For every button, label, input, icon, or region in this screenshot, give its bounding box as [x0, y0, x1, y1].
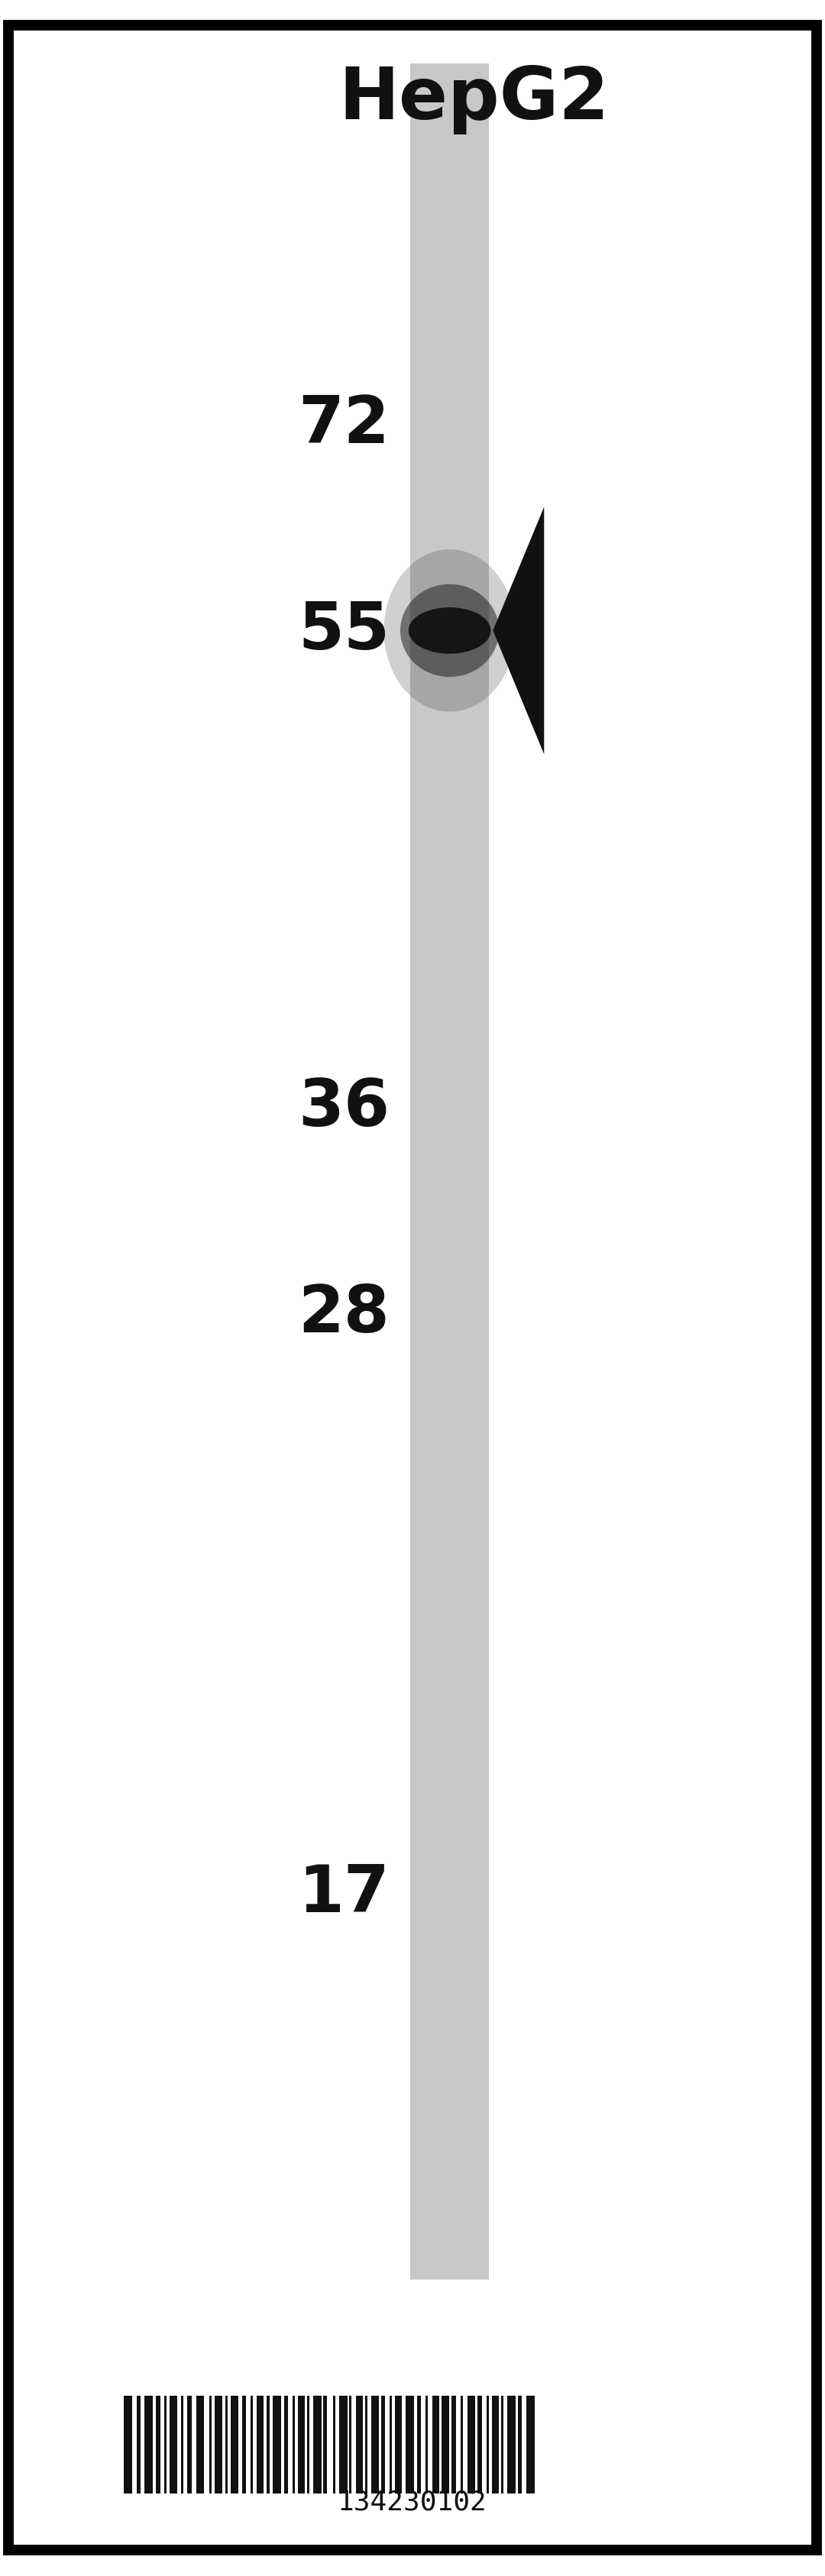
Bar [526, 2396, 535, 2494]
Bar [181, 2396, 183, 2494]
Bar [349, 2396, 351, 2494]
Polygon shape [493, 507, 544, 755]
Bar [332, 2396, 335, 2494]
Bar [144, 2396, 153, 2494]
Text: 134230102: 134230102 [337, 2488, 488, 2514]
Text: 17: 17 [299, 1862, 390, 1924]
Bar [411, 64, 489, 2280]
Bar [156, 2396, 160, 2494]
Bar [389, 2396, 392, 2494]
Bar [365, 2396, 367, 2494]
Bar [478, 2396, 482, 2494]
Bar [323, 2396, 327, 2494]
Bar [493, 2396, 499, 2494]
Bar [251, 2396, 253, 2494]
Bar [164, 2396, 167, 2494]
Bar [257, 2396, 263, 2494]
Bar [432, 2396, 439, 2494]
Ellipse shape [408, 608, 491, 654]
Bar [406, 2396, 413, 2494]
Bar [417, 2396, 422, 2494]
Text: 72: 72 [299, 394, 390, 456]
Bar [425, 2396, 427, 2494]
Bar [313, 2396, 321, 2494]
Bar [339, 2396, 347, 2494]
Bar [124, 2396, 132, 2494]
Bar [487, 2396, 488, 2494]
Bar [507, 2396, 516, 2494]
Text: 55: 55 [298, 600, 390, 662]
Bar [517, 2396, 521, 2494]
Bar [136, 2396, 140, 2494]
Bar [285, 2396, 289, 2494]
Bar [210, 2396, 211, 2494]
Bar [243, 2396, 246, 2494]
Bar [231, 2396, 238, 2494]
Bar [381, 2396, 385, 2494]
Bar [215, 2396, 222, 2494]
Bar [460, 2396, 463, 2494]
Bar [308, 2396, 309, 2494]
Bar [292, 2396, 295, 2494]
Ellipse shape [384, 551, 516, 711]
Bar [267, 2396, 269, 2494]
Bar [502, 2396, 504, 2494]
Bar [196, 2396, 204, 2494]
Bar [187, 2396, 192, 2494]
Bar [441, 2396, 450, 2494]
Bar [170, 2396, 177, 2494]
Text: HepG2: HepG2 [339, 64, 610, 134]
Ellipse shape [400, 585, 499, 677]
Bar [298, 2396, 305, 2494]
Text: 28: 28 [299, 1283, 390, 1345]
Bar [452, 2396, 456, 2494]
Bar [356, 2396, 363, 2494]
Bar [371, 2396, 379, 2494]
Bar [273, 2396, 280, 2494]
Text: 36: 36 [298, 1077, 390, 1139]
Bar [395, 2396, 402, 2494]
Bar [468, 2396, 475, 2494]
Bar [225, 2396, 228, 2494]
